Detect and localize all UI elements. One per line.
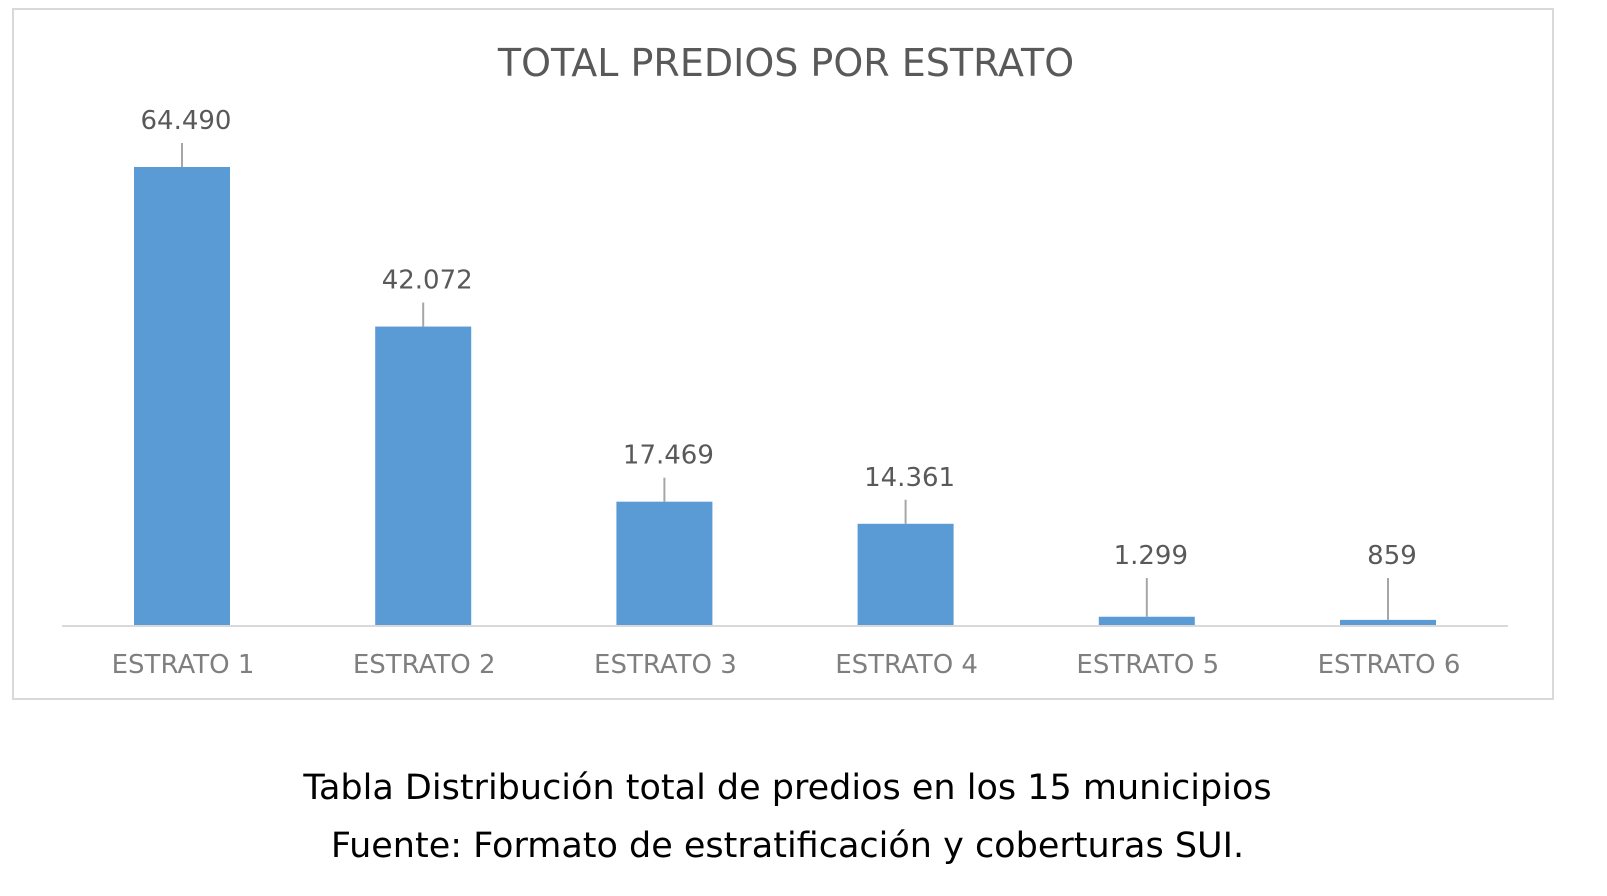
chart-frame [12, 8, 1554, 700]
bar-3 [616, 501, 713, 626]
caption-source: Fuente: Formato de estratificación y cob… [330, 826, 1245, 866]
bar-4 [857, 523, 954, 626]
data-label-3: 17.469 [623, 441, 714, 471]
bar-chart: TOTAL PREDIOS POR ESTRATO 64.490 ESTRATO … [62, 41, 1508, 680]
x-tick-label-1: ESTRATO 1 [112, 650, 255, 680]
bar-6 [1340, 619, 1436, 626]
chart-title: TOTAL PREDIOS POR ESTRATO [497, 41, 1074, 85]
caption-title: Tabla Distribución total de predios en l… [303, 768, 1272, 808]
x-tick-label-5: ESTRATO 5 [1076, 650, 1219, 680]
data-label-4: 14.361 [864, 463, 955, 493]
data-label-1: 64.490 [141, 106, 232, 136]
data-label-6: 859 [1367, 541, 1417, 571]
x-tick-label-2: ESTRATO 2 [353, 650, 496, 680]
bar-1 [134, 167, 230, 626]
x-tick-label-3: ESTRATO 3 [594, 650, 737, 680]
x-tick-label-6: ESTRATO 6 [1318, 650, 1461, 680]
x-tick-label-4: ESTRATO 4 [835, 650, 978, 680]
bar-5 [1098, 616, 1195, 626]
data-label-2: 42.072 [382, 266, 473, 296]
data-label-5: 1.299 [1114, 541, 1188, 571]
bar-2 [375, 326, 472, 626]
